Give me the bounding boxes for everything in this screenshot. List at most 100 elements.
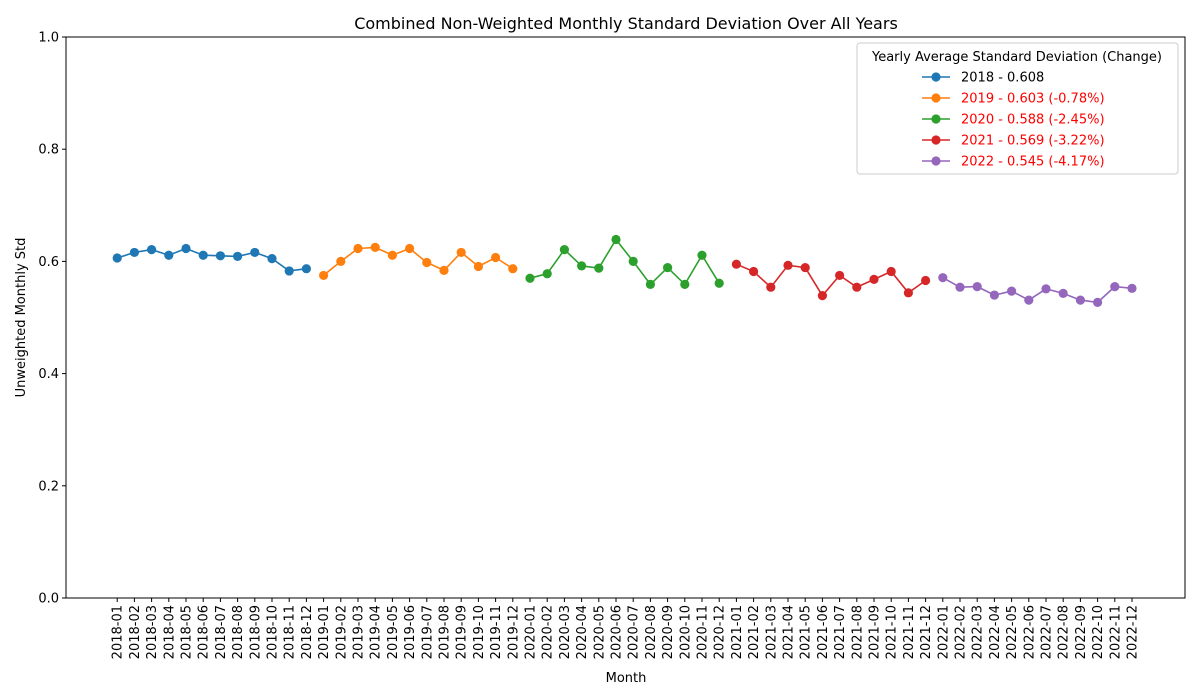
data-point: [921, 275, 931, 286]
x-tick-label: 2019-06: [403, 605, 418, 659]
x-tick-label: 2022-08: [1057, 605, 1072, 659]
x-tick-label: 2022-03: [971, 605, 986, 659]
legend-label: 2019 - 0.603 (-0.78%): [961, 92, 1105, 107]
x-tick-label: 2021-10: [885, 605, 900, 659]
x-tick-label: 2020-02: [541, 605, 556, 659]
legend-label: 2018 - 0.608: [961, 71, 1044, 86]
data-point: [886, 266, 896, 277]
x-tick-label: 2020-04: [575, 605, 590, 659]
y-tick-label: 0.6: [38, 255, 59, 270]
data-point: [903, 288, 914, 298]
x-tick-label: 2019-09: [455, 605, 470, 659]
data-point: [387, 250, 397, 260]
x-tick-label: 2018-06: [197, 605, 212, 659]
data-point: [129, 247, 139, 258]
y-tick-label: 0.4: [38, 367, 59, 382]
data-point: [508, 264, 518, 274]
data-point: [336, 256, 346, 266]
data-point: [749, 266, 759, 277]
data-point: [284, 266, 294, 276]
data-point: [731, 259, 742, 269]
data-point: [594, 263, 604, 273]
x-tick-label: 2019-02: [334, 605, 349, 659]
x-tick-label: 2021-04: [782, 605, 797, 659]
x-tick-label: 2019-04: [369, 605, 384, 659]
plot-frame: [65, 36, 1186, 599]
x-tick-label: 2018-02: [128, 605, 143, 659]
data-point: [697, 250, 707, 260]
x-tick-label: 2020-07: [627, 605, 642, 659]
data-point: [215, 251, 225, 261]
data-point: [628, 256, 638, 266]
x-tick-label: 2021-05: [799, 605, 814, 659]
x-tick-label: 2019-10: [472, 605, 487, 659]
data-point: [1127, 283, 1137, 293]
data-point: [766, 282, 776, 292]
data-point: [817, 291, 828, 301]
x-tick-label: 2018-05: [180, 605, 195, 659]
legend-marker: [931, 114, 941, 124]
x-tick-label: 2022-02: [954, 605, 969, 659]
x-tick-label: 2022-01: [936, 605, 951, 659]
y-axis: 0.0 0.2 0.4 0.6 0.8 1.0: [38, 31, 66, 607]
legend: Yearly Average Standard Deviation (Chang…: [856, 42, 1179, 175]
data-point: [370, 242, 380, 252]
chart-title: Combined Non-Weighted Monthly Standard D…: [354, 14, 898, 33]
x-tick-label: 2018-11: [283, 605, 298, 659]
data-point: [663, 262, 673, 273]
x-tick-label: 2022-10: [1091, 605, 1106, 659]
legend-label: 2020 - 0.588 (-2.45%): [961, 113, 1105, 128]
data-point: [439, 265, 449, 275]
x-tick-label: 2020-11: [696, 605, 711, 659]
y-axis-title: Unweighted Monthly Std: [14, 238, 29, 398]
legend-label: 2021 - 0.569 (-3.22%): [961, 134, 1105, 149]
x-tick-label: 2022-12: [1126, 605, 1141, 659]
x-tick-label: 2022-07: [1040, 605, 1055, 659]
x-tick-label: 2022-05: [1005, 605, 1020, 659]
data-point: [422, 257, 432, 268]
x-tick-label: 2019-01: [317, 605, 332, 659]
x-tick-label: 2021-11: [902, 605, 917, 659]
series-line: [529, 238, 720, 286]
data-point: [955, 282, 965, 292]
legend-marker: [931, 135, 941, 145]
x-tick-label: 2019-08: [438, 605, 453, 659]
data-point: [1041, 284, 1051, 294]
x-tick-label: 2018-09: [248, 605, 263, 659]
x-tick-label: 2021-01: [730, 605, 745, 659]
x-axis-title: Month: [606, 671, 647, 686]
x-tick-label: 2018-10: [266, 605, 281, 659]
data-point: [405, 243, 415, 254]
x-tick-label: 2021-07: [833, 605, 848, 659]
x-tick-label: 2020-12: [713, 605, 728, 659]
x-tick-label: 2022-11: [1108, 605, 1123, 659]
data-point: [800, 262, 810, 273]
data-point: [164, 250, 174, 260]
data-point: [1024, 295, 1034, 305]
x-tick-label: 2021-03: [764, 605, 779, 659]
x-tick-label: 2022-06: [1022, 605, 1037, 659]
x-tick-label: 2021-09: [868, 605, 883, 659]
x-tick-label: 2020-05: [592, 605, 607, 659]
data-point: [233, 251, 243, 261]
x-axis: 2018-01 2018-02 2018-03 2018-04 2018-05 2018-…: [111, 598, 1141, 659]
data-point: [1007, 286, 1017, 296]
x-tick-label: 2019-12: [506, 605, 521, 659]
data-point: [852, 282, 862, 292]
data-point: [938, 273, 948, 283]
data-point: [250, 247, 260, 258]
x-tick-label: 2020-06: [610, 605, 625, 659]
legend-label: 2022 - 0.545 (-4.17%): [961, 155, 1105, 170]
x-tick-label: 2018-08: [231, 605, 246, 659]
data-point: [147, 245, 157, 255]
data-point: [680, 279, 690, 290]
x-tick-label: 2022-09: [1074, 605, 1089, 659]
x-tick-label: 2018-01: [111, 605, 126, 659]
y-tick-label: 1.0: [38, 31, 59, 46]
data-point: [112, 253, 122, 263]
data-point: [319, 270, 329, 281]
x-tick-label: 2019-05: [386, 605, 401, 659]
data-point: [456, 247, 466, 258]
data-point: [835, 270, 845, 281]
